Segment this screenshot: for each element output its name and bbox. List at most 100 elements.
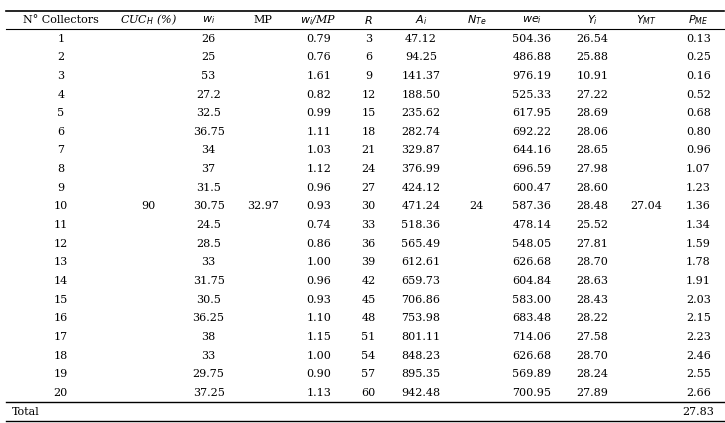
Text: 10.91: 10.91 — [576, 71, 608, 81]
Text: 16: 16 — [54, 313, 68, 323]
Text: 659.73: 659.73 — [402, 276, 441, 286]
Text: 2: 2 — [57, 52, 65, 62]
Text: 30: 30 — [361, 201, 376, 212]
Text: 29.75: 29.75 — [193, 369, 225, 379]
Text: 504.36: 504.36 — [513, 33, 552, 44]
Text: 0.96: 0.96 — [306, 183, 331, 193]
Text: 27.22: 27.22 — [576, 90, 608, 99]
Text: 0.80: 0.80 — [686, 127, 711, 137]
Text: 626.68: 626.68 — [513, 257, 552, 267]
Text: 0.13: 0.13 — [686, 33, 711, 44]
Text: 692.22: 692.22 — [513, 127, 552, 137]
Text: $P_{ME}$: $P_{ME}$ — [688, 13, 708, 27]
Text: 376.99: 376.99 — [402, 164, 441, 174]
Text: 0.25: 0.25 — [686, 52, 711, 62]
Text: 28.5: 28.5 — [196, 239, 221, 249]
Text: 33: 33 — [202, 257, 216, 267]
Text: 18: 18 — [54, 351, 68, 361]
Text: 25.52: 25.52 — [576, 220, 608, 230]
Text: 36: 36 — [361, 239, 376, 249]
Text: 53: 53 — [202, 71, 216, 81]
Text: 1.03: 1.03 — [306, 146, 331, 156]
Text: 31.75: 31.75 — [193, 276, 225, 286]
Text: 1.61: 1.61 — [306, 71, 331, 81]
Text: 28.63: 28.63 — [576, 276, 608, 286]
Text: 548.05: 548.05 — [513, 239, 552, 249]
Text: 48: 48 — [361, 313, 376, 323]
Text: 15: 15 — [54, 295, 68, 305]
Text: 0.52: 0.52 — [686, 90, 711, 99]
Text: 47.12: 47.12 — [405, 33, 437, 44]
Text: 9: 9 — [365, 71, 372, 81]
Text: 683.48: 683.48 — [513, 313, 552, 323]
Text: 1.10: 1.10 — [306, 313, 331, 323]
Text: 478.14: 478.14 — [513, 220, 552, 230]
Text: 28.24: 28.24 — [576, 369, 608, 379]
Text: 2.03: 2.03 — [686, 295, 711, 305]
Text: 32.97: 32.97 — [247, 201, 278, 212]
Text: 0.99: 0.99 — [306, 108, 331, 118]
Text: 17: 17 — [54, 332, 68, 342]
Text: 27: 27 — [361, 183, 376, 193]
Text: 1.07: 1.07 — [686, 164, 710, 174]
Text: 0.16: 0.16 — [686, 71, 711, 81]
Text: 60: 60 — [361, 388, 376, 398]
Text: 42: 42 — [361, 276, 376, 286]
Text: 28.60: 28.60 — [576, 183, 608, 193]
Text: 188.50: 188.50 — [402, 90, 441, 99]
Text: 1.78: 1.78 — [686, 257, 710, 267]
Text: 486.88: 486.88 — [513, 52, 552, 62]
Text: MP: MP — [253, 15, 272, 25]
Text: 848.23: 848.23 — [402, 351, 441, 361]
Text: 6: 6 — [57, 127, 65, 137]
Text: 31.5: 31.5 — [196, 183, 221, 193]
Text: 525.33: 525.33 — [513, 90, 552, 99]
Text: 1.34: 1.34 — [686, 220, 711, 230]
Text: 30.5: 30.5 — [196, 295, 221, 305]
Text: 1.23: 1.23 — [686, 183, 711, 193]
Text: 2.66: 2.66 — [686, 388, 711, 398]
Text: 0.76: 0.76 — [306, 52, 331, 62]
Text: 424.12: 424.12 — [402, 183, 441, 193]
Text: 644.16: 644.16 — [513, 146, 552, 156]
Text: 28.70: 28.70 — [576, 351, 608, 361]
Text: 27.81: 27.81 — [576, 239, 608, 249]
Text: 0.93: 0.93 — [306, 201, 331, 212]
Text: 27.58: 27.58 — [576, 332, 608, 342]
Text: 18: 18 — [361, 127, 376, 137]
Text: 2.15: 2.15 — [686, 313, 711, 323]
Text: 25.88: 25.88 — [576, 52, 608, 62]
Text: 141.37: 141.37 — [402, 71, 441, 81]
Text: 565.49: 565.49 — [402, 239, 441, 249]
Text: 8: 8 — [57, 164, 65, 174]
Text: 34: 34 — [202, 146, 216, 156]
Text: Total: Total — [12, 407, 39, 417]
Text: 90: 90 — [141, 201, 155, 212]
Text: 801.11: 801.11 — [402, 332, 441, 342]
Text: N° Collectors: N° Collectors — [23, 15, 99, 25]
Text: 4: 4 — [57, 90, 65, 99]
Text: 604.84: 604.84 — [513, 276, 552, 286]
Text: 0.68: 0.68 — [686, 108, 711, 118]
Text: 11: 11 — [54, 220, 68, 230]
Text: 12: 12 — [54, 239, 68, 249]
Text: 626.68: 626.68 — [513, 351, 552, 361]
Text: 57: 57 — [361, 369, 376, 379]
Text: 2.55: 2.55 — [686, 369, 711, 379]
Text: 976.19: 976.19 — [513, 71, 552, 81]
Text: 39: 39 — [361, 257, 376, 267]
Text: $Y_{MT}$: $Y_{MT}$ — [636, 13, 657, 27]
Text: 27.98: 27.98 — [576, 164, 608, 174]
Text: 1.00: 1.00 — [306, 351, 331, 361]
Text: 2.46: 2.46 — [686, 351, 711, 361]
Text: 28.48: 28.48 — [576, 201, 608, 212]
Text: 0.90: 0.90 — [306, 369, 331, 379]
Text: 617.95: 617.95 — [513, 108, 552, 118]
Text: 1.00: 1.00 — [306, 257, 331, 267]
Text: 45: 45 — [361, 295, 376, 305]
Text: CUC$_{H}$ (%): CUC$_{H}$ (%) — [120, 13, 177, 27]
Text: 51: 51 — [361, 332, 376, 342]
Text: 569.89: 569.89 — [513, 369, 552, 379]
Text: 27.83: 27.83 — [682, 407, 714, 417]
Text: 3: 3 — [57, 71, 65, 81]
